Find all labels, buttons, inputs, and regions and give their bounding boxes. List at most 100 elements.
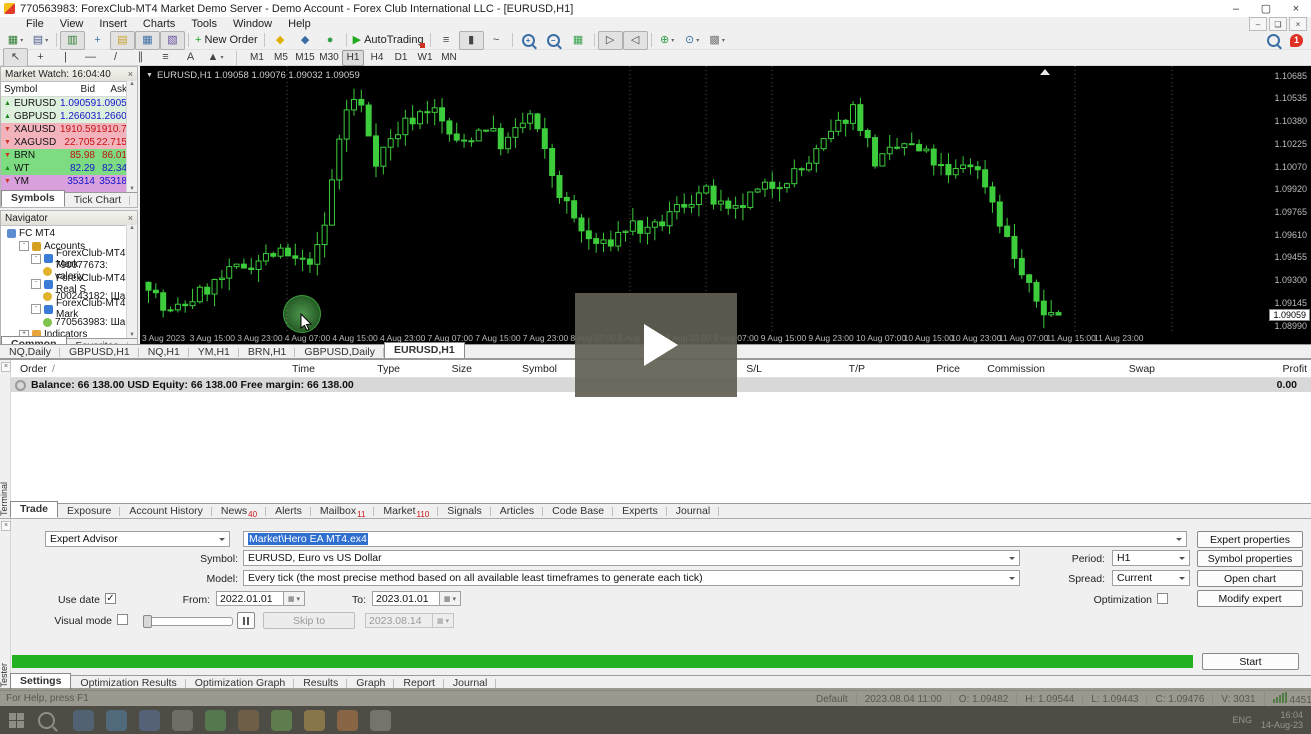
open-chart-button[interactable]: Open chart [1197, 570, 1303, 587]
tester-tab-optimization-results[interactable]: Optimization Results [71, 677, 187, 690]
menu-file[interactable]: File [26, 18, 44, 30]
crosshair-tool[interactable]: + [28, 48, 53, 67]
terminal-tab-articles[interactable]: Articles [491, 505, 544, 518]
menu-tools[interactable]: Tools [191, 18, 217, 30]
tile-windows-button[interactable]: ▦ [566, 31, 591, 50]
timeframe-h4[interactable]: H4 [370, 52, 384, 63]
model-select[interactable]: Every tick (the most precise method base… [243, 570, 1020, 586]
navigator-item-fc-mt4[interactable]: FC MT4 [1, 227, 137, 240]
tester-type-select[interactable]: Expert Advisor [45, 531, 230, 547]
terminal-toggle[interactable]: ▦ [135, 30, 160, 50]
community-button[interactable]: ● [318, 31, 343, 50]
column-symbol[interactable]: Symbol [4, 83, 38, 95]
terminal-column-t-p[interactable]: T/P [848, 363, 865, 375]
skip-to-button[interactable]: Skip to [263, 612, 355, 629]
market-watch-row-wt[interactable]: ▲ WT 82.29 82.34 [1, 162, 137, 175]
chart-menu-icon[interactable]: ▼ [146, 72, 153, 79]
channel-tool[interactable]: ∥ [128, 48, 153, 67]
chart-shift-toggle[interactable]: ◁ [622, 30, 648, 50]
vertical-line-tool[interactable]: | [53, 48, 78, 67]
terminal-column-order[interactable]: Order [20, 363, 47, 375]
market-watch-tab-tick-chart[interactable]: Tick Chart [65, 194, 131, 207]
navigator-item-700243182[interactable]: 700243182: Шако [1, 290, 137, 303]
skip-date-input[interactable]: 2023.08.14 [365, 613, 433, 628]
tester-tab-optimization-graph[interactable]: Optimization Graph [186, 677, 295, 690]
menu-window[interactable]: Window [233, 18, 273, 30]
menu-help[interactable]: Help [288, 18, 311, 30]
restore-button[interactable]: ▢ [1260, 3, 1272, 15]
profiles-button-dropdown[interactable]: ▾ [45, 37, 49, 44]
metaeditor-button[interactable]: ◆ [268, 31, 293, 50]
navigator-scrollbar[interactable]: ▲ ▼ [126, 225, 137, 338]
terminal-tab-mailbox[interactable]: Mailbox11 [311, 505, 375, 519]
child-close-button[interactable]: × [1289, 17, 1307, 31]
chart-tab-nq-daily[interactable]: NQ,Daily [0, 346, 61, 359]
terminal-tab-experts[interactable]: Experts [613, 505, 667, 518]
period-select[interactable]: H1 [1112, 550, 1190, 566]
strategy-tester-toggle[interactable]: ▧ [160, 30, 185, 50]
terminal-tab-code-base[interactable]: Code Base [543, 505, 614, 518]
close-button[interactable]: × [1292, 2, 1300, 15]
to-date-picker[interactable]: ▦ ▾ [439, 591, 461, 606]
terminal-tab-alerts[interactable]: Alerts [266, 505, 311, 518]
menu-insert[interactable]: Insert [99, 18, 127, 30]
market-watch-row-xagusd[interactable]: ▼ XAGUSD 22.705 22.715 [1, 136, 137, 149]
navigator-item-forexclub-mt4-mark[interactable]: - ForexClub-MT4 Mark [1, 248, 137, 270]
trendline-tool[interactable]: / [103, 48, 128, 67]
arrows-tool[interactable]: ▲ ▾ [203, 48, 228, 67]
market-watch-row-ym[interactable]: ▼ YM 35314 35318 [1, 175, 137, 188]
periods-menu[interactable]: ⊙ ▾ [680, 31, 705, 50]
navigator-item-790077673-valeriy[interactable]: 790077673: valeriy [1, 260, 137, 282]
zoom-out-button[interactable]: − [541, 31, 566, 50]
symbol-properties-button[interactable]: Symbol properties [1197, 550, 1303, 567]
tree-expander[interactable]: - [31, 253, 41, 264]
menu-charts[interactable]: Charts [142, 18, 176, 30]
child-restore-button[interactable]: ❏ [1269, 17, 1287, 31]
zoom-in-button[interactable]: + [516, 31, 541, 50]
close-icon[interactable]: × [1, 521, 11, 531]
spread-select[interactable]: Current [1112, 570, 1190, 586]
pause-button[interactable] [237, 612, 255, 629]
timeframe-m1[interactable]: M1 [250, 52, 264, 63]
tester-tab-report[interactable]: Report [394, 677, 444, 690]
periods-menu-dropdown[interactable]: ▾ [696, 37, 700, 44]
market-watch-toggle[interactable]: ▥ [60, 30, 85, 50]
symbol-select[interactable]: EURUSD, Euro vs US Dollar [243, 550, 1020, 566]
market-watch-tab-symbols[interactable]: Symbols [1, 190, 65, 207]
timeframe-h1[interactable]: H1 [342, 49, 364, 66]
terminal-column-profit[interactable]: Profit [1282, 363, 1307, 375]
search-icon[interactable] [1267, 33, 1280, 47]
terminal-tab-market[interactable]: Market110 [374, 505, 439, 519]
indicators-menu-dropdown[interactable]: ▾ [671, 37, 675, 44]
chart-tab-ym-h1[interactable]: YM,H1 [189, 346, 239, 359]
expert-advisors-button[interactable]: ◆ [293, 31, 318, 50]
timeframe-d1[interactable]: D1 [394, 52, 408, 63]
indicators-menu[interactable]: ⊕ ▾ [655, 31, 680, 50]
navigator-item-770563983[interactable]: 770563983: Шако [1, 316, 137, 329]
navigator-item-forexclub-mt4-real-s[interactable]: - ForexClub-MT4 Real S [1, 273, 137, 295]
expert-properties-button[interactable]: Expert properties [1197, 531, 1303, 548]
video-play-overlay[interactable] [575, 293, 737, 397]
child-minimize-button[interactable]: – [1249, 17, 1267, 31]
terminal-tab-journal[interactable]: Journal [667, 505, 720, 518]
market-watch-row-brn[interactable]: ▼ BRN 85.98 86.01 [1, 149, 137, 162]
terminal-column-price[interactable]: Price [936, 363, 960, 375]
expert-advisor-select[interactable]: Market\Hero EA MT4.ex4 [243, 531, 1187, 547]
terminal-column-s-l[interactable]: S/L [746, 363, 762, 375]
arrows-tool-dropdown[interactable]: ▾ [220, 55, 224, 61]
use-date-checkbox[interactable]: ✓ [105, 593, 116, 604]
timeframe-mn[interactable]: MN [441, 52, 457, 63]
start-button[interactable]: Start [1202, 653, 1299, 670]
market-watch-row-gbpusd[interactable]: ▲ GBPUSD 1.26603 1.26605 [1, 110, 137, 123]
navigator-item-accounts[interactable]: - Accounts [1, 240, 137, 253]
market-watch-scrollbar[interactable]: ▲ ▼ [126, 81, 137, 192]
column-bid[interactable]: Bid [80, 83, 95, 95]
auto-scroll-toggle[interactable]: ▷ [597, 30, 623, 50]
terminal-column-swap[interactable]: Swap [1128, 363, 1155, 375]
timeframe-m15[interactable]: M15 [295, 52, 315, 63]
close-icon[interactable]: × [127, 69, 133, 79]
new-order-button[interactable]: + New Order [192, 31, 261, 50]
market-watch-row-eurusd[interactable]: ▲ EURUSD 1.09059 1.09059 [1, 97, 137, 110]
from-date-input[interactable]: 2022.01.01 [216, 591, 284, 606]
visual-mode-checkbox[interactable] [117, 614, 128, 625]
